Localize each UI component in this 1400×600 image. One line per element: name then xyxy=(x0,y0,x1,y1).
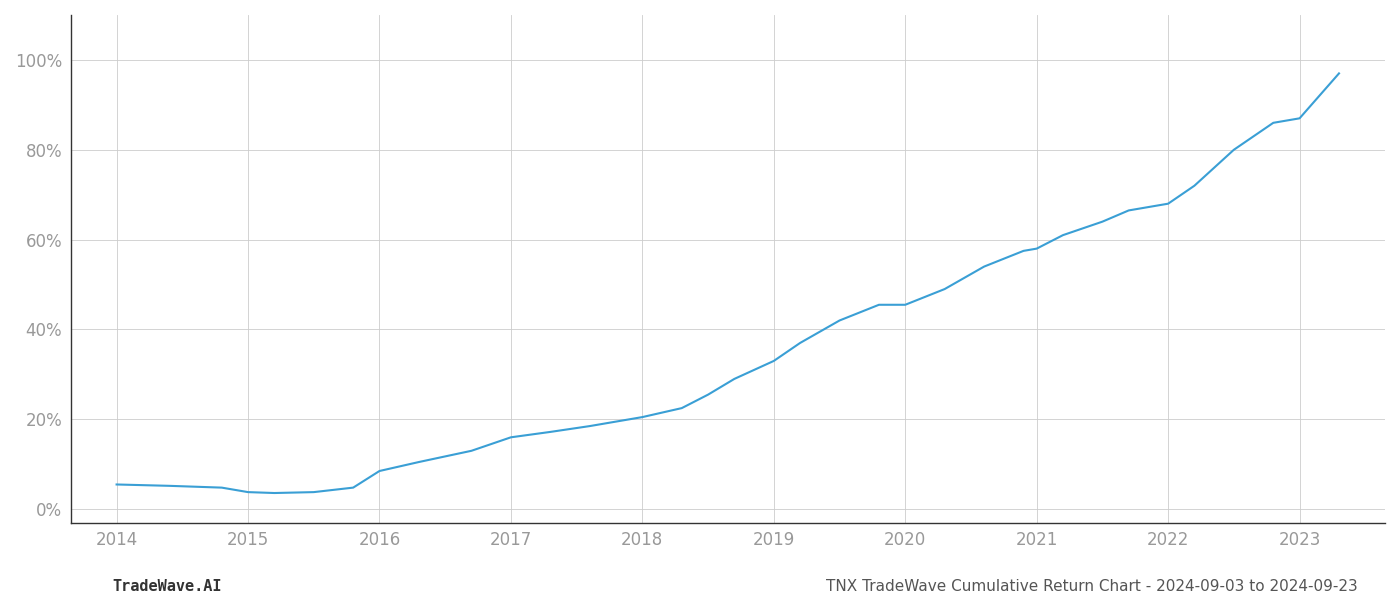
Text: TNX TradeWave Cumulative Return Chart - 2024-09-03 to 2024-09-23: TNX TradeWave Cumulative Return Chart - … xyxy=(826,579,1358,594)
Text: TradeWave.AI: TradeWave.AI xyxy=(112,579,221,594)
